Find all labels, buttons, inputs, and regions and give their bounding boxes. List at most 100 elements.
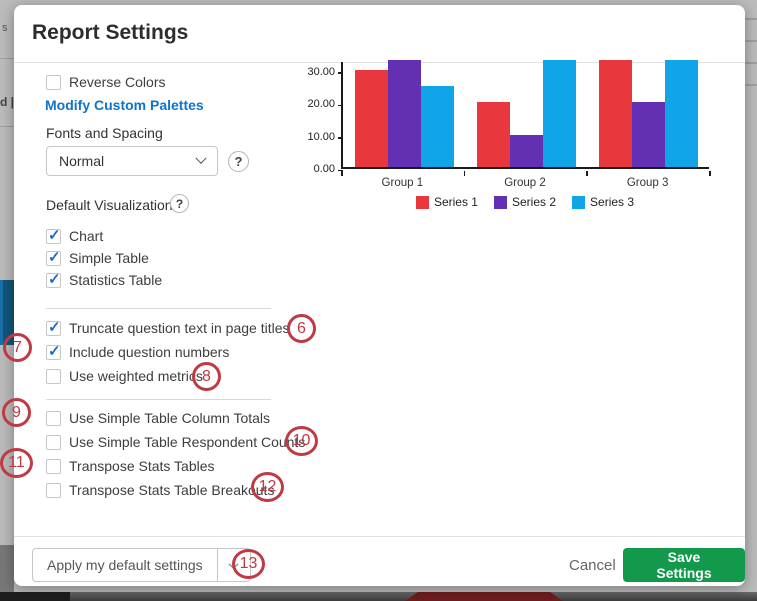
background-divider — [0, 58, 14, 59]
legend-item: Series 3 — [572, 195, 634, 209]
column-totals-checkbox[interactable] — [46, 410, 61, 426]
chart-category-labels: Group 1 Group 2 Group 3 — [341, 177, 709, 189]
bar — [354, 70, 388, 167]
category-label: Group 3 — [626, 177, 669, 189]
truncate-question-text-checkbox[interactable] — [46, 318, 61, 336]
annotation-step-9: 9 — [2, 398, 31, 427]
footer-divider — [14, 536, 745, 537]
background-panel — [0, 545, 14, 601]
y-tick-label: 30.00 — [307, 65, 343, 78]
dialog-title: Report Settings — [32, 21, 189, 44]
use-weighted-metrics-checkbox[interactable] — [46, 368, 61, 384]
apply-defaults-button[interactable]: Apply my default settings — [32, 548, 218, 582]
background-bottom-dark — [0, 592, 70, 601]
legend-item: Series 1 — [415, 195, 478, 209]
chart-option-row: Chart — [46, 226, 104, 244]
background-row-line — [745, 40, 757, 42]
simple-table-option-label: Simple Table — [69, 250, 149, 266]
transpose-breakouts-checkbox[interactable] — [46, 482, 61, 498]
default-visualizations-label: Default Visualizations — [46, 197, 180, 213]
legend-label: Series 3 — [590, 195, 635, 209]
bar — [476, 102, 510, 167]
background-row-line — [745, 84, 757, 86]
annotation-step-13: 13 — [232, 549, 265, 579]
bar — [509, 135, 543, 167]
header-divider — [14, 62, 745, 63]
simple-table-option-row: Simple Table — [46, 248, 149, 266]
chevron-down-icon — [195, 152, 207, 164]
modify-custom-palettes-link[interactable]: Modify Custom Palettes — [45, 97, 204, 113]
y-tick-label: 20.00 — [307, 98, 343, 111]
include-question-numbers-label: Include question numbers — [69, 344, 230, 360]
legend-label: Series 1 — [433, 195, 478, 209]
truncate-question-text-label: Truncate question text in page titles — [69, 320, 290, 336]
bar — [542, 60, 576, 167]
legend-item: Series 2 — [493, 195, 557, 209]
background-selected-item — [0, 280, 14, 345]
chart-plot — [341, 60, 709, 169]
background-row-line — [745, 62, 757, 64]
bar-group — [598, 60, 698, 167]
bar — [387, 60, 421, 167]
column-totals-label: Use Simple Table Column Totals — [69, 410, 271, 426]
statistics-table-option-label: Statistics Table — [69, 272, 163, 288]
background-bottom-bar — [0, 592, 757, 601]
statistics-table-option-row: Statistics Table — [46, 270, 163, 288]
chart-x-axis-ticks — [341, 171, 711, 176]
annotation-step-7: 7 — [3, 333, 32, 362]
section-divider — [46, 308, 271, 309]
chart-option-label: Chart — [69, 228, 104, 244]
fonts-spacing-help-icon[interactable]: ? — [228, 151, 249, 172]
simple-table-checkbox[interactable] — [46, 248, 61, 266]
chart-checkbox[interactable] — [46, 226, 61, 244]
background-row-line — [745, 18, 757, 20]
fonts-and-spacing-value: Normal — [59, 153, 105, 169]
bar — [598, 60, 632, 167]
legend-swatch — [493, 195, 507, 209]
use-weighted-metrics-row: Use weighted metrics — [46, 368, 203, 384]
transpose-stats-tables-label: Transpose Stats Tables — [69, 458, 215, 474]
background-text-fragment: d | — [0, 95, 15, 109]
y-tick-label: 0.00 — [313, 163, 344, 175]
annotation-step-6: 6 — [287, 314, 316, 343]
statistics-table-checkbox[interactable] — [46, 270, 61, 288]
bar-group — [354, 60, 454, 167]
background-divider — [0, 126, 14, 127]
chart-y-axis-labels: 0.00 10.00 20.00 30.00 — [297, 62, 344, 175]
report-settings-dialog: Report Settings Reverse Colors Modify Cu… — [14, 5, 745, 586]
category-label: Group 2 — [504, 177, 546, 189]
fonts-and-spacing-label: Fonts and Spacing — [46, 125, 163, 141]
include-question-numbers-checkbox[interactable] — [46, 342, 61, 360]
respondent-counts-label: Use Simple Table Respondent Counts — [69, 434, 306, 450]
use-weighted-metrics-label: Use weighted metrics — [69, 368, 203, 384]
fonts-and-spacing-select[interactable]: Normal — [46, 146, 218, 176]
save-settings-button[interactable]: Save Settings — [623, 548, 745, 582]
y-tick-label: 10.00 — [307, 130, 343, 143]
bar — [664, 60, 698, 167]
annotation-step-12: 12 — [251, 472, 284, 502]
transpose-stats-tables-row: Transpose Stats Tables — [46, 458, 215, 474]
bar-group — [476, 60, 576, 167]
chart-legend: Series 1 Series 2 Series 3 — [341, 195, 709, 209]
legend-swatch — [572, 195, 586, 209]
bar — [631, 102, 665, 167]
reverse-colors-row: Reverse Colors — [46, 74, 165, 90]
default-visualizations-help-icon[interactable]: ? — [170, 194, 189, 213]
bar — [420, 86, 454, 167]
annotation-step-8: 8 — [192, 362, 221, 391]
x-tick-mark — [463, 171, 466, 176]
background-text-fragment: s — [2, 22, 8, 34]
annotation-step-10: 10 — [285, 426, 318, 456]
transpose-stats-tables-checkbox[interactable] — [46, 458, 61, 474]
section-divider — [46, 399, 271, 400]
apply-defaults-split-button: Apply my default settings — [32, 548, 251, 582]
column-totals-row: Use Simple Table Column Totals — [46, 410, 270, 426]
annotation-step-11: 11 — [0, 448, 33, 478]
background-red-element — [405, 592, 563, 601]
reverse-colors-label: Reverse Colors — [69, 74, 166, 90]
legend-label: Series 2 — [511, 195, 557, 209]
cancel-button[interactable]: Cancel — [569, 557, 616, 574]
respondent-counts-checkbox[interactable] — [46, 434, 61, 450]
reverse-colors-checkbox[interactable] — [46, 74, 61, 90]
